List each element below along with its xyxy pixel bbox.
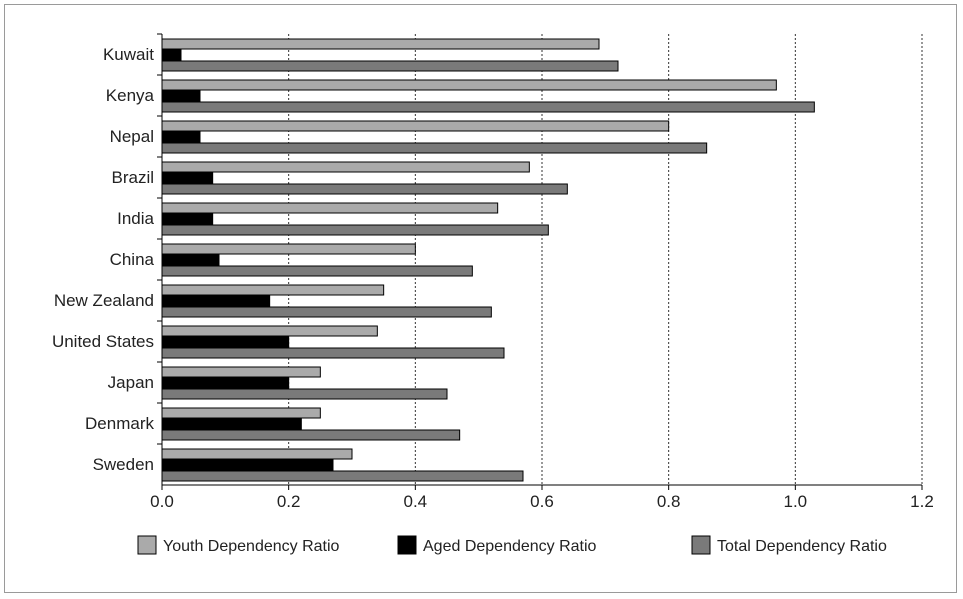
bar-total-dependency-ratio [161, 429, 461, 441]
bar-total-dependency-ratio [161, 101, 815, 113]
category-label: Kuwait [103, 45, 154, 64]
bar-aged-dependency-ratio [161, 254, 220, 266]
bar-aged-dependency-ratio [161, 213, 214, 225]
bar-total-dependency-ratio [161, 306, 492, 318]
category-label: United States [52, 332, 154, 351]
category-label: India [117, 209, 154, 228]
legend-swatch [691, 535, 711, 555]
bar-youth-dependency-ratio [161, 38, 600, 50]
x-tick-label: 0.4 [404, 492, 428, 511]
x-tick-label: 1.0 [784, 492, 808, 511]
bar-total-dependency-ratio [161, 470, 524, 482]
bar-aged-dependency-ratio [161, 459, 334, 471]
x-tick-label: 0.8 [657, 492, 681, 511]
bar-total-dependency-ratio [161, 142, 708, 154]
category-label: Nepal [110, 127, 154, 146]
legend-swatch [397, 535, 417, 555]
x-tick-label: 0.6 [530, 492, 554, 511]
legend-label: Aged Dependency Ratio [423, 538, 597, 555]
category-label: New Zealand [54, 291, 154, 310]
bar-youth-dependency-ratio [161, 407, 321, 419]
bar-youth-dependency-ratio [161, 79, 777, 91]
bar-youth-dependency-ratio [161, 202, 499, 214]
bar-aged-dependency-ratio [161, 418, 302, 430]
bar-youth-dependency-ratio [161, 366, 321, 378]
x-tick-label: 0.2 [277, 492, 301, 511]
bar-youth-dependency-ratio [161, 448, 353, 460]
category-label: China [110, 250, 155, 269]
bar-youth-dependency-ratio [161, 243, 416, 255]
bar-aged-dependency-ratio [161, 295, 271, 307]
bar-youth-dependency-ratio [161, 325, 378, 337]
bar-aged-dependency-ratio [161, 336, 290, 348]
category-label: Brazil [111, 168, 154, 187]
x-tick-label: 1.2 [910, 492, 934, 511]
bar-total-dependency-ratio [161, 183, 568, 195]
category-label: Japan [108, 373, 154, 392]
bar-aged-dependency-ratio [161, 172, 214, 184]
legend-swatch [137, 535, 157, 555]
bar-total-dependency-ratio [161, 60, 619, 72]
bar-youth-dependency-ratio [161, 161, 530, 173]
category-label: Kenya [106, 86, 155, 105]
x-tick-label: 0.0 [150, 492, 174, 511]
category-label: Sweden [93, 455, 154, 474]
bar-total-dependency-ratio [161, 388, 448, 400]
category-label: Denmark [85, 414, 154, 433]
bar-aged-dependency-ratio [161, 90, 201, 102]
bar-total-dependency-ratio [161, 347, 505, 359]
legend-label: Total Dependency Ratio [717, 538, 887, 555]
bar-youth-dependency-ratio [161, 120, 670, 132]
bar-aged-dependency-ratio [161, 49, 182, 61]
bar-total-dependency-ratio [161, 224, 549, 236]
bar-total-dependency-ratio [161, 265, 473, 277]
bar-aged-dependency-ratio [161, 131, 201, 143]
bar-aged-dependency-ratio [161, 377, 290, 389]
legend-label: Youth Dependency Ratio [163, 538, 340, 555]
bar-youth-dependency-ratio [161, 284, 385, 296]
